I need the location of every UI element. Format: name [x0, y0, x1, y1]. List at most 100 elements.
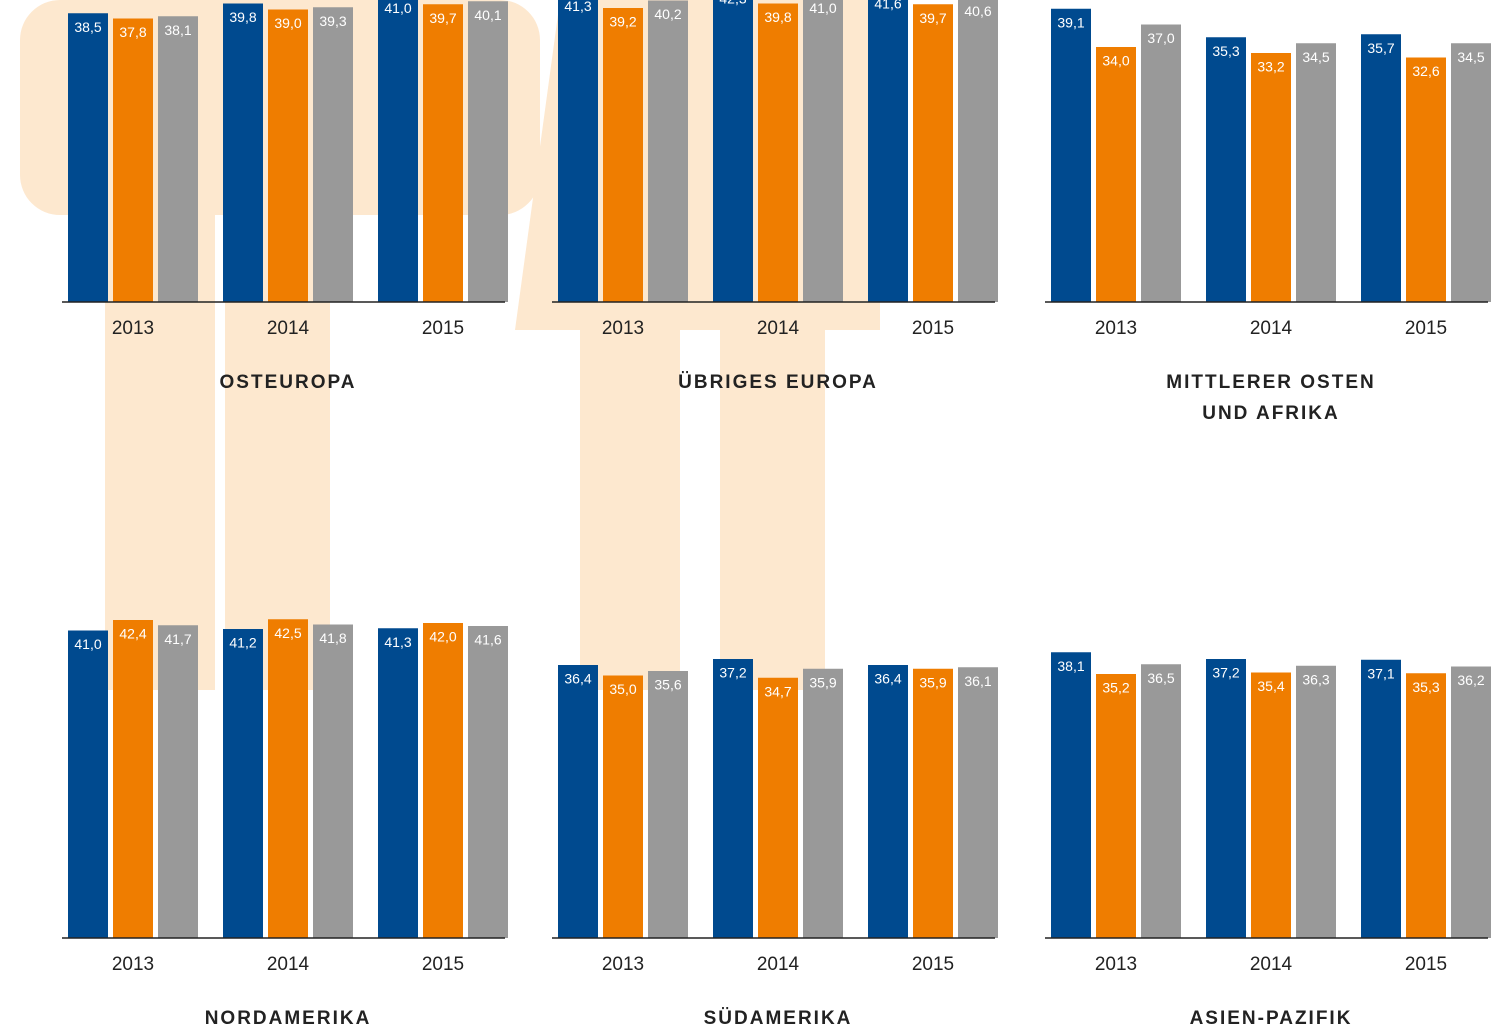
bar	[268, 619, 308, 938]
bar	[1451, 43, 1491, 302]
value-label: 41,6	[874, 0, 901, 12]
x-tick-label: 2014	[1250, 318, 1293, 339]
value-label: 37,0	[1147, 30, 1174, 46]
value-label: 35,3	[1412, 679, 1439, 695]
bar	[958, 667, 998, 938]
bar	[158, 16, 198, 302]
value-label: 37,1	[1367, 665, 1394, 681]
value-label: 39,7	[919, 10, 946, 26]
bar	[1296, 43, 1336, 302]
value-label: 39,3	[319, 13, 346, 29]
value-label: 35,9	[919, 674, 946, 690]
value-label: 42,5	[274, 625, 301, 641]
bar	[313, 624, 353, 938]
value-label: 42,4	[119, 626, 146, 642]
value-label: 39,7	[429, 10, 456, 26]
value-label: 39,8	[229, 9, 256, 25]
bar	[1251, 672, 1291, 938]
x-tick-label: 2015	[1405, 318, 1447, 339]
bar	[558, 665, 598, 938]
bar	[1141, 664, 1181, 938]
bar	[713, 0, 753, 302]
bar	[378, 0, 418, 302]
value-label: 41,3	[384, 634, 411, 650]
bar	[423, 623, 463, 938]
value-label: 34,0	[1102, 53, 1129, 69]
value-label: 36,4	[874, 671, 901, 687]
value-label: 41,8	[319, 630, 346, 646]
value-label: 35,2	[1102, 680, 1129, 696]
value-label: 38,5	[74, 19, 101, 35]
value-label: 41,0	[809, 0, 836, 16]
value-label: 35,9	[809, 674, 836, 690]
bar	[713, 659, 753, 938]
value-label: 41,0	[74, 636, 101, 652]
x-tick-label: 2014	[267, 954, 310, 975]
bar	[113, 18, 153, 302]
x-tick-label: 2014	[757, 318, 800, 339]
x-tick-label: 2013	[1095, 954, 1137, 975]
x-tick-label: 2015	[912, 318, 954, 339]
bar	[113, 620, 153, 938]
bar	[1206, 37, 1246, 302]
value-label: 41,2	[229, 635, 256, 651]
x-tick-label: 2014	[1250, 954, 1293, 975]
value-label: 35,7	[1367, 40, 1394, 56]
value-label: 36,4	[564, 671, 591, 687]
value-label: 36,1	[964, 673, 991, 689]
bar	[803, 668, 843, 938]
bar	[268, 9, 308, 302]
bar	[758, 677, 798, 938]
value-label: 35,6	[654, 677, 681, 693]
value-label: 37,8	[119, 24, 146, 40]
watermark-shape	[580, 300, 680, 690]
bar	[958, 0, 998, 302]
value-label: 34,5	[1457, 49, 1484, 65]
value-label: 40,1	[474, 7, 501, 23]
value-label: 37,2	[719, 665, 746, 681]
bar	[1251, 53, 1291, 302]
value-label: 42,3	[719, 0, 746, 6]
value-label: 39,2	[609, 14, 636, 30]
bar	[648, 0, 688, 302]
chart-title: UND AFRIKA	[1202, 403, 1340, 424]
x-tick-label: 2015	[422, 318, 464, 339]
bar	[423, 4, 463, 302]
bar	[803, 0, 843, 302]
value-label: 38,1	[1057, 658, 1084, 674]
value-label: 32,6	[1412, 63, 1439, 79]
bar	[1206, 659, 1246, 938]
bar	[468, 626, 508, 938]
bar	[1406, 673, 1446, 938]
bar	[1406, 57, 1446, 302]
x-tick-label: 2015	[422, 954, 464, 975]
bar	[1096, 674, 1136, 938]
bar	[913, 668, 953, 938]
value-label: 34,7	[764, 683, 791, 699]
x-tick-label: 2014	[757, 954, 800, 975]
bar	[1296, 665, 1336, 938]
bar	[1051, 8, 1091, 302]
value-label: 41,6	[474, 632, 501, 648]
bar	[468, 1, 508, 302]
x-tick-label: 2013	[112, 954, 154, 975]
value-label: 40,6	[964, 3, 991, 19]
value-label: 35,0	[609, 681, 636, 697]
x-tick-label: 2013	[602, 954, 644, 975]
bar	[1096, 47, 1136, 302]
chart-title: NORDAMERIKA	[205, 1008, 372, 1029]
value-label: 36,2	[1457, 672, 1484, 688]
bar	[868, 665, 908, 938]
bar	[868, 0, 908, 302]
bar	[158, 625, 198, 938]
watermark-shape	[720, 300, 825, 690]
x-tick-label: 2014	[267, 318, 310, 339]
bar	[603, 8, 643, 302]
x-tick-label: 2013	[112, 318, 154, 339]
bar	[68, 630, 108, 938]
value-label: 37,2	[1212, 665, 1239, 681]
value-label: 36,5	[1147, 670, 1174, 686]
bar	[313, 7, 353, 302]
value-label: 35,4	[1257, 678, 1284, 694]
